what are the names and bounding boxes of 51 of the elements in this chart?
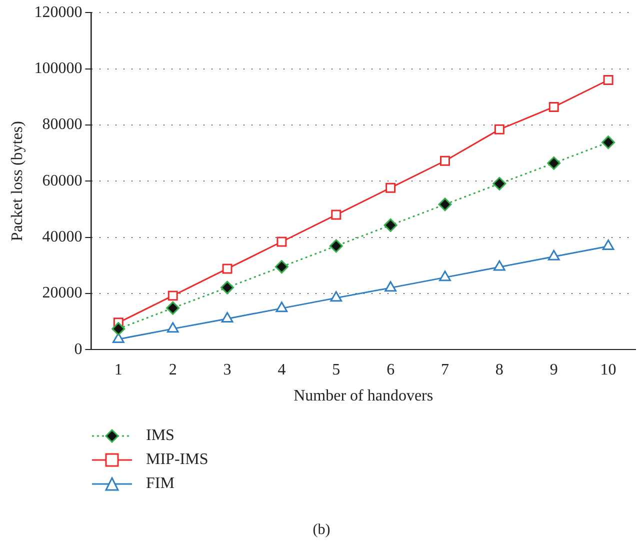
point	[331, 210, 342, 220]
point	[330, 291, 342, 302]
point	[166, 301, 180, 315]
point	[384, 281, 397, 292]
x-tick-label: 5	[332, 361, 340, 378]
x-tick-label: 7	[440, 361, 449, 378]
y-tick-label: 120000	[34, 4, 82, 21]
point	[602, 136, 616, 150]
point	[438, 198, 452, 212]
legend-label: IMS	[146, 427, 174, 445]
y-tick-label: 20000	[42, 284, 82, 302]
y-tick-label: 100000	[34, 60, 82, 77]
point	[547, 156, 561, 170]
point	[494, 124, 504, 134]
point	[492, 176, 506, 190]
legend-label: FIM	[146, 475, 174, 493]
point	[602, 240, 614, 250]
point	[276, 236, 287, 247]
point	[274, 260, 288, 274]
x-tick-label: 10	[600, 361, 616, 378]
point	[276, 302, 288, 312]
point	[166, 322, 179, 333]
point	[440, 156, 450, 166]
point	[386, 182, 396, 193]
point	[548, 250, 560, 260]
point	[548, 102, 559, 112]
point	[439, 270, 451, 282]
y-tick-label: 0	[74, 340, 82, 358]
x-tick-label: 1	[114, 361, 122, 378]
x-tick-label: 6	[386, 361, 395, 378]
point	[329, 239, 343, 253]
x-tick-label: 4	[278, 361, 286, 378]
point	[112, 322, 126, 336]
x-tick-label: 8	[495, 361, 504, 378]
y-tick-label: 60000	[42, 172, 82, 190]
point	[221, 312, 234, 322]
x-tick-label: 2	[168, 361, 177, 378]
point	[603, 75, 614, 85]
point	[493, 260, 506, 271]
y-axis-title: Packet loss (bytes)	[8, 121, 26, 242]
x-axis-title: Number of handovers	[294, 388, 434, 405]
x-tick-label: 3	[223, 361, 232, 378]
y-tick-label: 40000	[42, 228, 82, 246]
text: (b)	[312, 522, 332, 539]
y-tick-label: 80000	[42, 116, 82, 134]
x-tick-label: 9	[550, 361, 558, 378]
legend-label: MIP-IMS	[146, 451, 208, 469]
point	[168, 290, 178, 301]
point	[220, 280, 234, 294]
point	[222, 264, 232, 274]
point	[384, 218, 398, 232]
